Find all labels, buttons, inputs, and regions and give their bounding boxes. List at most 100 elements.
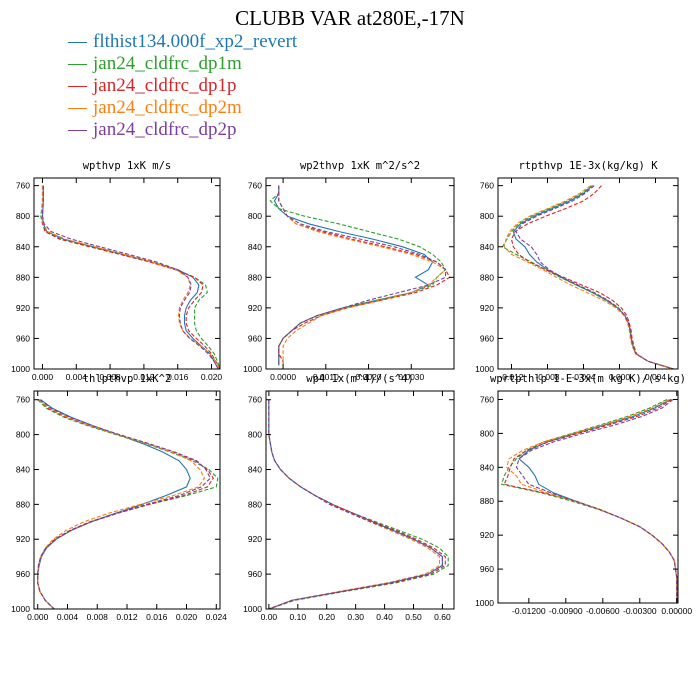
x-tick-label: 0.50 — [405, 612, 422, 622]
chart-panel: thlpthvp 1xK^2 0.000 0.004 0.008 0.012 0.016 0… — [11, 373, 227, 622]
y-tick-label: 1000 — [11, 604, 30, 614]
y-tick-label: 800 — [480, 428, 494, 438]
y-tick-label: 960 — [16, 333, 30, 343]
y-tick-label: 800 — [480, 211, 494, 221]
x-tick-label: 0.016 — [167, 372, 189, 382]
y-tick-label: 840 — [16, 242, 30, 252]
series-line — [278, 185, 447, 366]
legend-item: — jan24_cldfrc_dp1p — [68, 75, 297, 97]
series-group — [37, 399, 219, 609]
y-tick-label: 760 — [16, 181, 30, 191]
legend-item: — jan24_cldfrc_dp2p — [68, 119, 297, 141]
x-tick-label: 0.008 — [87, 612, 109, 622]
y-tick-label: 960 — [480, 564, 494, 574]
y-tick-label: 880 — [480, 496, 494, 506]
x-tick-label: 0.0020 — [356, 372, 382, 382]
x-tick-label: 0.0030 — [398, 372, 424, 382]
x-tick-label: 0.40 — [376, 612, 393, 622]
x-tick-label: 0.00 — [261, 612, 278, 622]
legend-swatch: — — [68, 31, 87, 52]
series-line — [37, 399, 206, 609]
plot-frame — [265, 177, 455, 370]
legend-label: jan24_cldfrc_dp2m — [93, 97, 242, 118]
y-tick-label: 1000 — [475, 598, 494, 608]
y-tick-label: 760 — [480, 181, 494, 191]
legend-label: jan24_cldfrc_dp1m — [93, 53, 242, 74]
x-tick-label: 0.0000 — [270, 372, 296, 382]
x-tick-label: -0.008 — [535, 372, 559, 382]
y-tick-label: 1000 — [243, 604, 262, 614]
series-line — [510, 185, 674, 369]
legend-item: — flthist134.000f_xp2_revert — [68, 31, 297, 53]
chart-panel: wprtpthlp 1-E-3x(m kg K)/(s kg) -0.01200 -… — [475, 373, 692, 616]
y-tick-label: 920 — [480, 530, 494, 540]
page-title: CLUBB VAR at280E,-17N — [235, 6, 465, 30]
panel-title: wp2thvp 1xK m^2/s^2 — [300, 160, 420, 172]
y-tick-label: 960 — [16, 569, 30, 579]
x-tick-label: -0.01200 — [512, 606, 546, 616]
x-tick-label: 0.00000 — [661, 606, 692, 616]
y-tick-label: 800 — [248, 430, 262, 440]
y-tick-label: 880 — [16, 272, 30, 282]
y-tick-label: 760 — [248, 395, 262, 405]
y-tick-label: 840 — [480, 462, 494, 472]
series-line — [501, 399, 678, 603]
plot-frame — [33, 177, 221, 370]
y-tick-label: 1000 — [475, 364, 494, 374]
x-tick-label: 0.20 — [318, 612, 335, 622]
series-line — [41, 185, 220, 369]
x-tick-label: -0.00600 — [586, 606, 620, 616]
y-tick-label: 920 — [248, 303, 262, 313]
y-tick-label: 880 — [248, 272, 262, 282]
y-tick-label: 920 — [480, 303, 494, 313]
y-tick-label: 920 — [16, 303, 30, 313]
series-line — [268, 399, 443, 609]
series-line — [41, 185, 219, 369]
x-tick-label: 0.30 — [347, 612, 364, 622]
y-tick-label: 840 — [248, 242, 262, 252]
series-group — [501, 399, 678, 603]
y-tick-label: 920 — [16, 534, 30, 544]
chart-panel: rtpthvp 1E-3x(kg/kg) K -0.012 -0.008 -0.004… — [475, 160, 679, 382]
panel-title: wpthvp 1xK m/s — [83, 160, 172, 172]
y-tick-label: 760 — [480, 394, 494, 404]
y-tick-label: 1000 — [11, 364, 30, 374]
legend-swatch: — — [68, 75, 87, 96]
y-tick-label: 960 — [480, 333, 494, 343]
plot-frame — [497, 177, 679, 370]
legend-swatch: — — [68, 97, 87, 118]
x-tick-label: 0.024 — [206, 612, 228, 622]
panel-title: thlpthvp 1xK^2 — [83, 373, 172, 385]
series-line — [41, 185, 219, 369]
series-line — [501, 185, 674, 369]
legend: — flthist134.000f_xp2_revert — jan24_cldfr… — [68, 31, 297, 141]
series-line — [268, 399, 449, 609]
plot-frame — [497, 390, 679, 604]
x-tick-label: 0.020 — [176, 612, 198, 622]
series-group — [40, 185, 220, 369]
series-line — [515, 399, 678, 603]
series-line — [503, 399, 678, 603]
x-tick-label: 0.000 — [609, 372, 631, 382]
x-tick-label: 0.004 — [66, 372, 88, 382]
y-tick-label: 760 — [16, 395, 30, 405]
y-tick-label: 920 — [248, 534, 262, 544]
x-tick-label: 0.004 — [57, 612, 79, 622]
y-tick-label: 840 — [248, 464, 262, 474]
y-tick-label: 840 — [480, 242, 494, 252]
x-tick-label: 0.10 — [290, 612, 307, 622]
x-tick-label: 0.004 — [645, 372, 667, 382]
series-line — [515, 185, 674, 369]
x-tick-label: 0.000 — [27, 612, 49, 622]
y-tick-label: 800 — [16, 211, 30, 221]
y-tick-label: 880 — [248, 499, 262, 509]
x-tick-label: 0.016 — [146, 612, 168, 622]
panel-title: wprtpthlp 1-E-3x(m kg K)/(s kg) — [490, 373, 686, 385]
series-group — [269, 185, 451, 366]
x-tick-label: -0.012 — [499, 372, 523, 382]
x-tick-label: 0.020 — [201, 372, 223, 382]
series-group — [501, 185, 674, 369]
x-tick-label: 0.60 — [434, 612, 451, 622]
legend-item: — jan24_cldfrc_dp2m — [68, 97, 297, 119]
